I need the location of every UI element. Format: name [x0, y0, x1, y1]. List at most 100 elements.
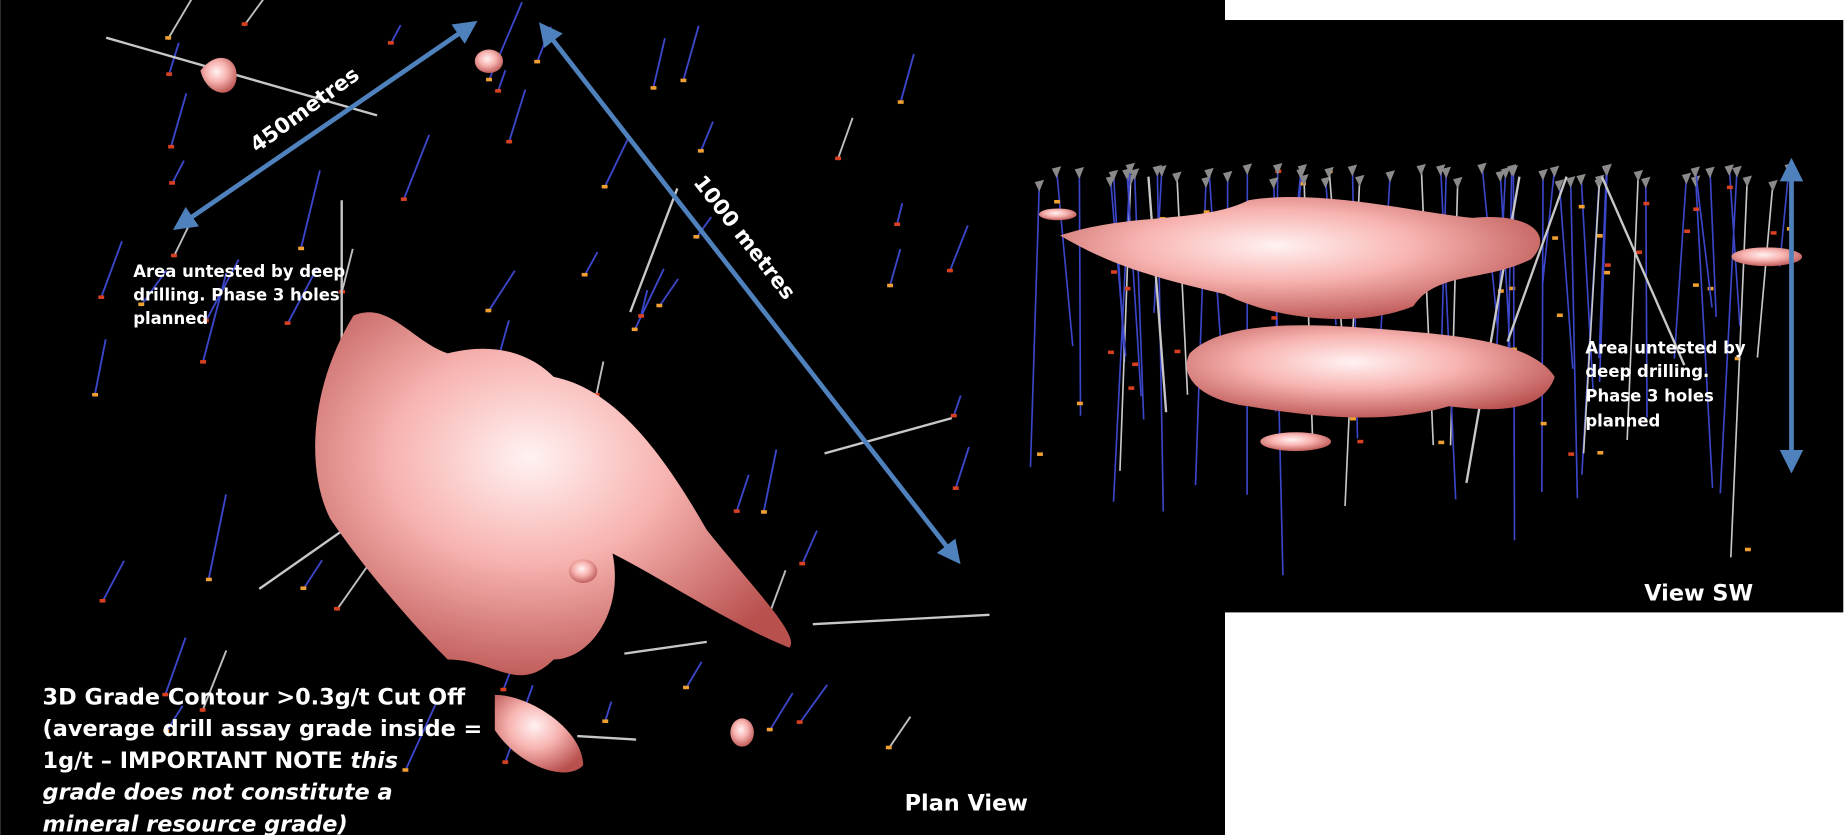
drill-hole	[1125, 162, 1136, 175]
drill-hole	[1597, 451, 1604, 455]
drill-hole	[1126, 173, 1136, 186]
drill-hole	[1242, 163, 1253, 176]
drill-hole	[885, 745, 892, 750]
drill-hole	[486, 77, 492, 82]
drill-hole	[138, 302, 145, 307]
drill-hole	[1497, 289, 1504, 293]
drill-hole	[602, 719, 609, 723]
drill-hole	[768, 692, 794, 732]
drill-hole	[799, 561, 806, 566]
drill-hole	[796, 720, 803, 724]
drill-hole	[1540, 171, 1544, 492]
drill-hole	[1582, 176, 1601, 454]
drill-hole	[1596, 234, 1603, 238]
drill-hole	[1357, 439, 1364, 444]
drill-hole	[1768, 179, 1778, 192]
drill-hole	[760, 510, 767, 514]
drill-hole	[502, 760, 509, 764]
contour-body	[1038, 208, 1077, 221]
drill-hole	[1037, 452, 1043, 456]
view-label: View SW	[1644, 581, 1753, 607]
drill-hole	[243, 0, 264, 27]
contour-body	[494, 694, 584, 773]
drill-hole	[950, 413, 957, 418]
drill-hole	[624, 640, 707, 655]
drill-hole	[1124, 286, 1131, 291]
drill-hole	[163, 729, 170, 733]
drill-hole	[1693, 207, 1700, 211]
drill-hole	[733, 509, 740, 513]
grade-note: 3D Grade Contour >0.3g/t Cut Off (averag…	[43, 684, 491, 835]
drill-hole	[835, 156, 842, 161]
dimension-arrow	[172, 20, 478, 230]
drill-hole	[1172, 171, 1182, 184]
drill-hole	[1734, 356, 1741, 361]
drill-hole	[204, 259, 240, 323]
drill-hole	[1636, 250, 1642, 255]
drill-hole	[1132, 362, 1139, 367]
drill-hole	[1684, 229, 1691, 234]
drill-hole	[1540, 421, 1547, 426]
drill-hole	[680, 78, 687, 83]
drill-hole	[202, 318, 209, 323]
drill-hole	[1128, 386, 1135, 390]
drill-hole	[1174, 349, 1181, 354]
drill-hole	[1552, 236, 1559, 240]
drill-hole	[1601, 164, 1612, 176]
drill-hole	[402, 768, 409, 772]
drill-hole	[1709, 168, 1717, 317]
drill-hole	[812, 613, 990, 626]
drill-hole	[1176, 173, 1189, 395]
drill-hole	[1730, 177, 1749, 558]
drill-hole	[887, 716, 912, 750]
view-label: Plan View	[905, 790, 1028, 816]
drill-hole	[387, 41, 394, 45]
drill-hole	[1109, 177, 1127, 357]
drill-hole	[284, 321, 291, 325]
drill-hole	[1126, 170, 1142, 397]
drill-hole	[506, 139, 513, 144]
drill-hole	[952, 486, 959, 490]
drill-hole	[1707, 286, 1714, 291]
drill-hole	[1732, 165, 1742, 178]
drill-hole	[1133, 170, 1145, 420]
drill-hole	[207, 494, 227, 582]
drill-hole	[300, 586, 307, 590]
drill-hole	[1108, 169, 1119, 182]
drill-hole	[1347, 164, 1358, 177]
drill-hole	[500, 687, 507, 692]
drill-hole	[205, 577, 212, 582]
drill-hole	[165, 36, 172, 40]
drill-hole	[1569, 178, 1579, 499]
drill-hole	[946, 268, 953, 273]
drill-hole	[1029, 182, 1041, 468]
drill-hole	[631, 327, 638, 332]
drill-hole	[1152, 164, 1163, 177]
drill-hole	[1438, 440, 1445, 445]
drill-hole	[1724, 164, 1734, 177]
drill-hole	[1273, 163, 1283, 175]
drill-hole	[166, 0, 193, 41]
drill-hole	[577, 734, 637, 741]
drill-hole	[1222, 170, 1233, 183]
drill-hole	[656, 303, 663, 308]
drill-hole	[1054, 199, 1061, 204]
dimension-arrow	[539, 22, 961, 565]
drill-hole	[1756, 182, 1774, 358]
drill-hole	[693, 234, 700, 239]
drill-hole	[507, 89, 527, 144]
drill-hole	[162, 692, 169, 697]
untested-note: Area untested by deep drilling. Phase 3 …	[1585, 338, 1751, 430]
drill-hole	[1742, 175, 1753, 188]
drill-hole	[887, 283, 894, 288]
drill-hole	[1074, 167, 1085, 179]
drill-hole	[496, 69, 507, 93]
drill-hole	[1324, 166, 1334, 179]
drill-hole	[1626, 172, 1640, 440]
drill-hole	[1578, 204, 1585, 209]
drill-hole	[1477, 162, 1487, 175]
drill-hole	[1598, 166, 1608, 359]
drill-hole	[1509, 286, 1516, 291]
drill-hole	[1690, 175, 1701, 188]
